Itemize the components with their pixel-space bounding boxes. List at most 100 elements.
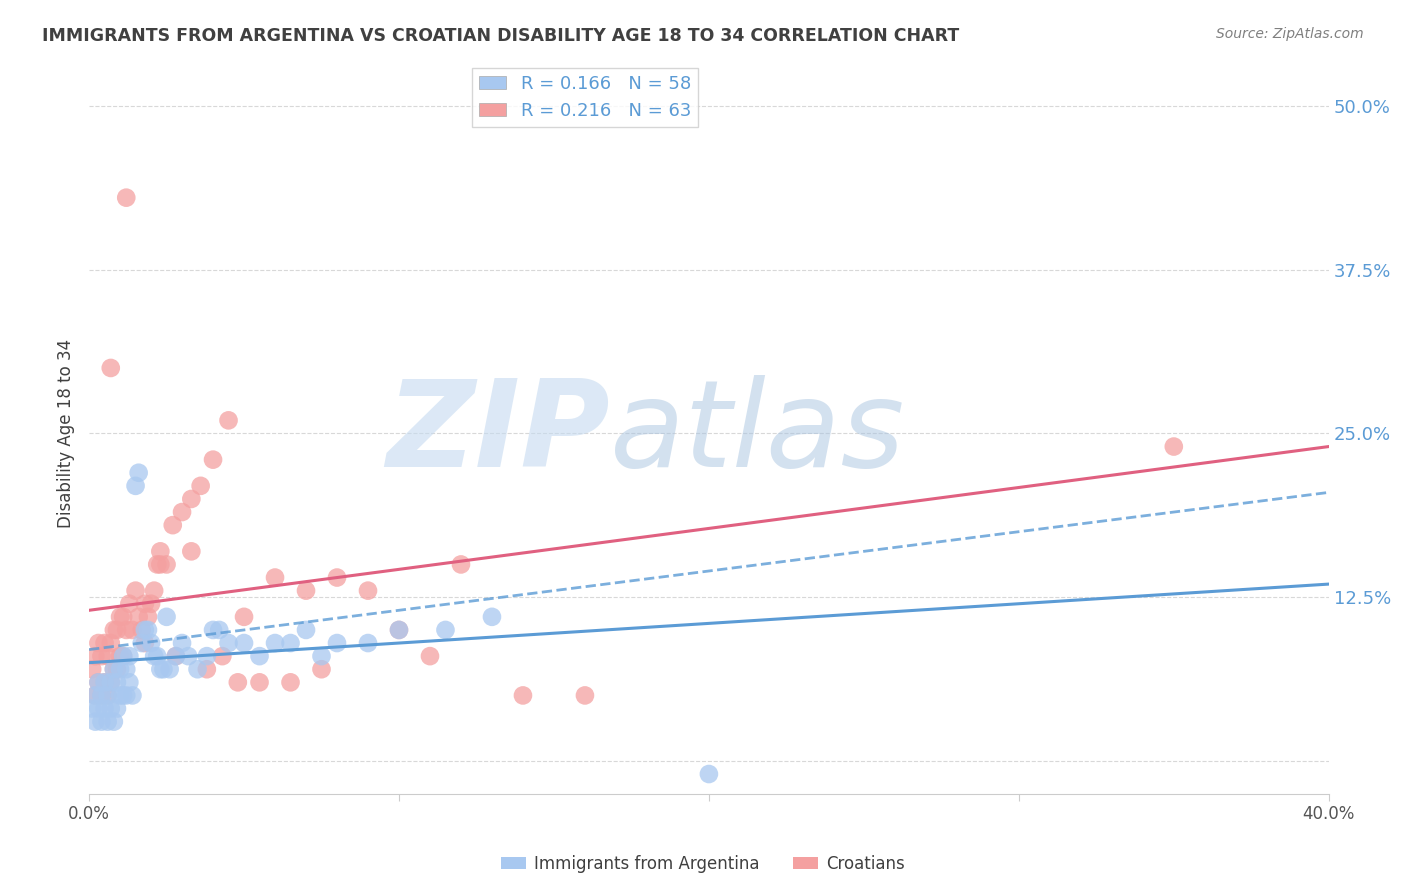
Point: [697, 767, 720, 781]
Point: [84, 714, 107, 729]
Point: [295, 623, 318, 637]
Point: [100, 675, 122, 690]
Point: [108, 662, 131, 676]
Point: [190, 479, 212, 493]
Point: [280, 675, 302, 690]
Point: [115, 191, 138, 205]
Point: [93, 675, 115, 690]
Point: [100, 675, 122, 690]
Point: [131, 623, 153, 637]
Point: [143, 583, 166, 598]
Point: [249, 675, 271, 690]
Point: [218, 636, 240, 650]
Point: [103, 662, 125, 676]
Point: [149, 558, 172, 572]
Point: [105, 623, 128, 637]
Text: ZIP: ZIP: [387, 375, 610, 492]
Point: [108, 610, 131, 624]
Point: [311, 662, 333, 676]
Point: [103, 662, 125, 676]
Point: [124, 583, 146, 598]
Point: [97, 714, 120, 729]
Point: [195, 662, 218, 676]
Point: [143, 649, 166, 664]
Point: [149, 662, 172, 676]
Point: [357, 583, 380, 598]
Point: [121, 689, 143, 703]
Point: [326, 636, 349, 650]
Point: [100, 361, 122, 376]
Point: [295, 583, 318, 598]
Point: [419, 649, 441, 664]
Point: [93, 701, 115, 715]
Point: [128, 466, 150, 480]
Point: [93, 675, 115, 690]
Point: [134, 597, 156, 611]
Point: [84, 649, 107, 664]
Point: [121, 623, 143, 637]
Point: [87, 675, 110, 690]
Point: [139, 636, 162, 650]
Point: [131, 636, 153, 650]
Point: [82, 662, 104, 676]
Point: [112, 689, 135, 703]
Point: [155, 610, 177, 624]
Point: [139, 597, 162, 611]
Point: [170, 636, 193, 650]
Point: [112, 649, 135, 664]
Point: [357, 636, 380, 650]
Point: [146, 649, 169, 664]
Point: [93, 636, 115, 650]
Point: [87, 675, 110, 690]
Point: [97, 649, 120, 664]
Point: [264, 636, 287, 650]
Point: [208, 623, 231, 637]
Point: [226, 675, 249, 690]
Point: [159, 662, 181, 676]
Point: [103, 714, 125, 729]
Point: [100, 701, 122, 715]
Text: atlas: atlas: [610, 375, 905, 492]
Point: [177, 649, 200, 664]
Point: [170, 505, 193, 519]
Point: [186, 662, 208, 676]
Point: [115, 689, 138, 703]
Point: [326, 570, 349, 584]
Legend: Immigrants from Argentina, Croatians: Immigrants from Argentina, Croatians: [494, 848, 912, 880]
Point: [574, 689, 596, 703]
Point: [202, 623, 225, 637]
Point: [218, 413, 240, 427]
Point: [450, 558, 472, 572]
Point: [165, 649, 187, 664]
Point: [512, 689, 534, 703]
Point: [87, 636, 110, 650]
Point: [149, 544, 172, 558]
Point: [112, 610, 135, 624]
Point: [82, 701, 104, 715]
Point: [84, 689, 107, 703]
Point: [100, 636, 122, 650]
Point: [112, 649, 135, 664]
Point: [481, 610, 503, 624]
Point: [90, 689, 112, 703]
Point: [118, 675, 141, 690]
Point: [180, 491, 202, 506]
Point: [87, 701, 110, 715]
Point: [90, 714, 112, 729]
Point: [134, 623, 156, 637]
Point: [90, 649, 112, 664]
Point: [84, 689, 107, 703]
Point: [180, 544, 202, 558]
Point: [90, 689, 112, 703]
Point: [155, 558, 177, 572]
Point: [115, 623, 138, 637]
Point: [388, 623, 411, 637]
Point: [311, 649, 333, 664]
Point: [105, 675, 128, 690]
Point: [105, 662, 128, 676]
Point: [233, 610, 256, 624]
Point: [124, 479, 146, 493]
Point: [434, 623, 457, 637]
Point: [108, 649, 131, 664]
Point: [136, 610, 159, 624]
